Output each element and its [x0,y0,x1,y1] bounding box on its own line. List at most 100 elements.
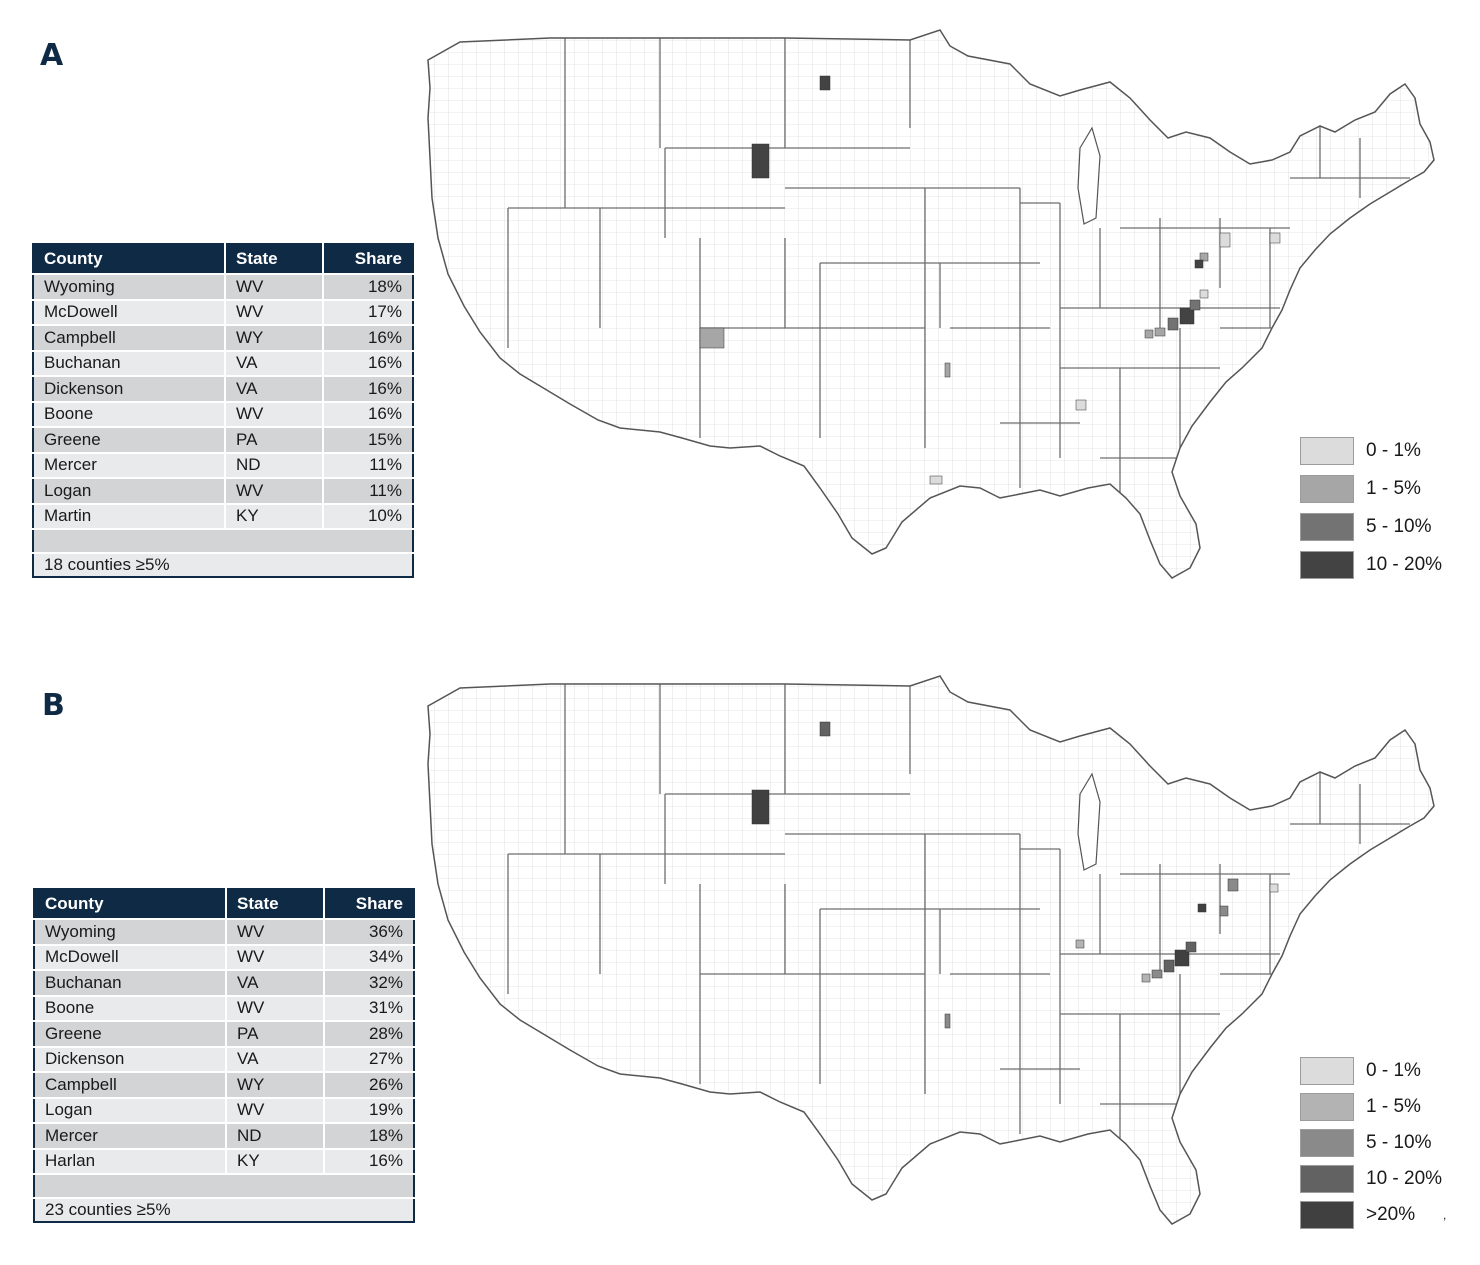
header-county: County [34,889,227,919]
shaded-county [751,143,770,179]
legend-label: 0 - 1% [1366,1060,1421,1081]
shaded-county [699,327,725,349]
table-row: Martin KY 10% [33,502,413,529]
state-cell: VA [225,349,324,376]
legend-label: 1 - 5% [1366,478,1421,499]
table-row: Buchanan VA 16% [33,349,413,376]
state-cell: WV [225,273,324,300]
county-cell: McDowell [33,298,226,325]
table-spacer-row [34,1173,414,1198]
header-county: County [33,244,226,274]
legend-swatch [1300,1129,1354,1157]
state-cell: VA [226,969,325,996]
shaded-county [1269,232,1281,244]
stray-mark: , [1443,1208,1447,1222]
table-row: Mercer ND 11% [33,451,413,478]
state-cell: WV [226,943,325,970]
state-cell: VA [226,1045,325,1072]
shaded-county [1199,289,1209,299]
shaded-county [1174,949,1190,967]
legend-label: 0 - 1% [1366,440,1421,461]
county-cell: Mercer [33,451,226,478]
table-row: Wyoming WV 36% [34,918,414,945]
legend-item: 5 - 10% [1300,1128,1431,1158]
county-count-note: 23 counties ≥5% [34,1197,414,1222]
county-cell: Mercer [34,1122,227,1149]
county-cell: Logan [34,1096,227,1123]
county-cell: Buchanan [33,349,226,376]
panel-b-label: B [42,688,65,723]
table-row: Logan WV 11% [33,477,413,504]
shaded-county [944,362,951,378]
legend-label: 5 - 10% [1366,1132,1432,1153]
table-row: Buchanan VA 32% [34,969,414,996]
share-cell: 31% [324,994,414,1021]
state-cell: WY [225,324,324,351]
county-cell: McDowell [34,943,227,970]
shaded-county [1154,327,1166,337]
legend-swatch [1300,1057,1354,1085]
panel-a-label: A [40,38,64,73]
state-cell: WV [225,298,324,325]
shaded-county [944,1013,951,1029]
county-cell: Wyoming [34,918,227,945]
share-cell: 27% [324,1045,414,1072]
panel-a-us-county-map [427,29,1435,579]
county-count-note: 18 counties ≥5% [33,552,413,577]
county-cell: Logan [33,477,226,504]
table-row: Dickenson VA 27% [34,1045,414,1072]
legend-label: 10 - 20% [1366,1168,1443,1189]
header-state: State [226,889,325,919]
panel-b-county-table: County State Share Wyoming WV 36% McDowell W… [33,888,415,1223]
lake-michigan [1077,126,1101,225]
table-row: Harlan KY 16% [34,1147,414,1174]
header-state: State [225,244,324,274]
legend-label: >20% [1366,1204,1416,1225]
shaded-county [1151,969,1163,979]
legend-item: 5 - 10% [1300,512,1431,542]
share-cell: 11% [323,477,413,504]
state-cell: ND [225,451,324,478]
shaded-county [1269,883,1279,893]
shaded-county [1141,973,1151,983]
shaded-county [1075,399,1087,411]
county-cell: Wyoming [33,273,226,300]
share-cell: 18% [323,273,413,300]
state-cell: WV [226,994,325,1021]
shaded-county [1227,878,1239,892]
shaded-county [1219,905,1229,917]
shaded-county [1197,903,1207,913]
share-cell: 16% [323,349,413,376]
table-row: Mercer ND 18% [34,1122,414,1149]
share-cell: 15% [323,426,413,453]
county-cell: Greene [33,426,226,453]
state-cell: PA [225,426,324,453]
shaded-county [1185,941,1197,953]
state-cell: WV [225,477,324,504]
legend-item: 0 - 1% [1300,436,1421,466]
shaded-county [1219,232,1231,248]
state-cell: KY [226,1147,325,1174]
county-boundaries [428,30,1434,578]
table-spacer-row [33,528,413,553]
table-row: Greene PA 15% [33,426,413,453]
header-share: Share [324,889,414,919]
shaded-county [1179,307,1195,325]
table-row: Logan WV 19% [34,1096,414,1123]
state-cell: KY [225,502,324,529]
share-cell: 19% [324,1096,414,1123]
share-cell: 10% [323,502,413,529]
share-cell: 36% [324,918,414,945]
legend-swatch [1300,513,1354,541]
legend-label: 1 - 5% [1366,1096,1421,1117]
table-row: Wyoming WV 18% [33,273,413,300]
county-cell: Harlan [34,1147,227,1174]
panel-b-us-county-map [427,675,1435,1225]
state-cell: PA [226,1020,325,1047]
share-cell: 34% [324,943,414,970]
table-row: Campbell WY 26% [34,1071,414,1098]
share-cell: 28% [324,1020,414,1047]
state-cell: WV [226,918,325,945]
table-footer-row: 23 counties ≥5% [34,1197,414,1222]
county-cell: Dickenson [33,375,226,402]
